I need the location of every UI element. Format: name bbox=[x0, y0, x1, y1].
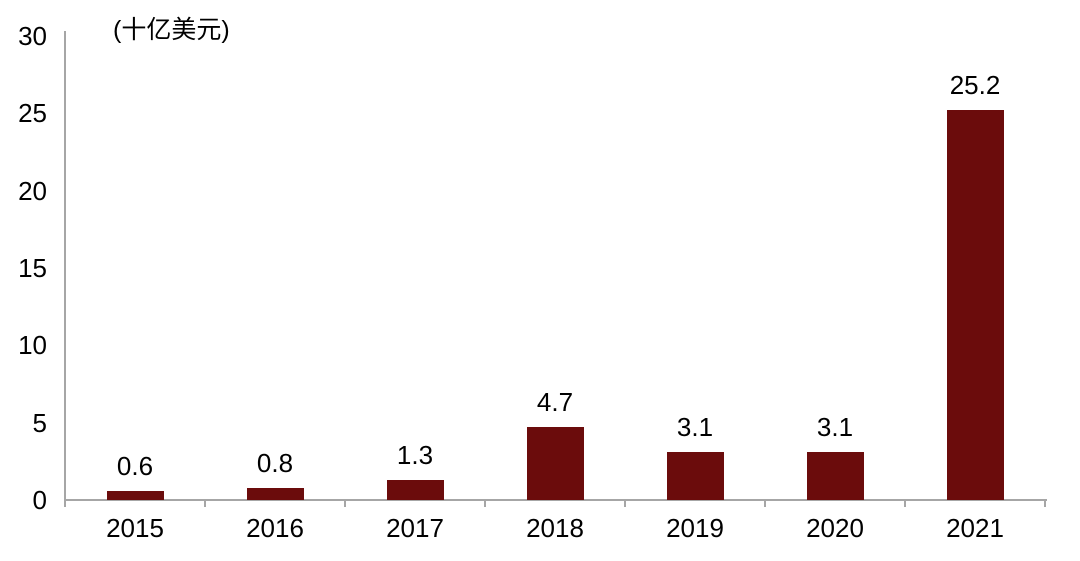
bar bbox=[386, 479, 444, 500]
x-axis-tick bbox=[764, 501, 766, 507]
bar bbox=[946, 110, 1004, 500]
bar-value-label: 1.3 bbox=[396, 439, 434, 470]
bar bbox=[806, 452, 864, 500]
x-axis-tick-label: 2020 bbox=[806, 513, 864, 543]
x-axis-tick bbox=[484, 501, 486, 507]
x-axis-tick-label: 2019 bbox=[666, 513, 724, 543]
x-axis-tick bbox=[64, 501, 66, 507]
x-axis-tick-label: 2015 bbox=[106, 513, 164, 543]
y-axis-tick-label: 25 bbox=[18, 98, 47, 129]
x-axis-tick bbox=[344, 501, 346, 507]
y-axis-tick-label: 20 bbox=[18, 175, 47, 206]
y-axis-unit-label: (十亿美元) bbox=[113, 16, 230, 44]
x-axis-tick bbox=[204, 501, 206, 507]
y-axis-tick-label: 0 bbox=[32, 485, 47, 515]
bar bbox=[666, 452, 724, 500]
x-axis-tick bbox=[904, 501, 906, 507]
bar-value-label: 0.6 bbox=[116, 450, 154, 481]
y-axis-tick-label: 15 bbox=[18, 253, 47, 283]
bar-value-label: 25.2 bbox=[949, 70, 1001, 101]
bar-value-label: 3.1 bbox=[676, 412, 714, 443]
x-axis-tick-label: 2018 bbox=[526, 513, 584, 543]
bar-value-label: 4.7 bbox=[536, 387, 574, 418]
x-axis-tick bbox=[1044, 501, 1046, 507]
bar-value-label: 3.1 bbox=[816, 412, 854, 443]
x-axis-line bbox=[64, 499, 1047, 501]
bar bbox=[246, 487, 304, 500]
x-axis-tick-label: 2017 bbox=[386, 513, 444, 543]
y-axis-tick-label: 10 bbox=[18, 330, 47, 361]
x-axis-tick-label: 2021 bbox=[946, 513, 1004, 543]
bar-value-label: 0.8 bbox=[256, 447, 294, 478]
y-axis-tick-label: 5 bbox=[32, 407, 47, 438]
x-axis-tick-label: 2016 bbox=[246, 513, 304, 543]
y-axis-tick-label: 30 bbox=[18, 21, 47, 51]
y-axis-line bbox=[64, 31, 66, 506]
x-axis-tick bbox=[624, 501, 626, 507]
bar bbox=[106, 490, 164, 500]
bar bbox=[526, 427, 584, 500]
